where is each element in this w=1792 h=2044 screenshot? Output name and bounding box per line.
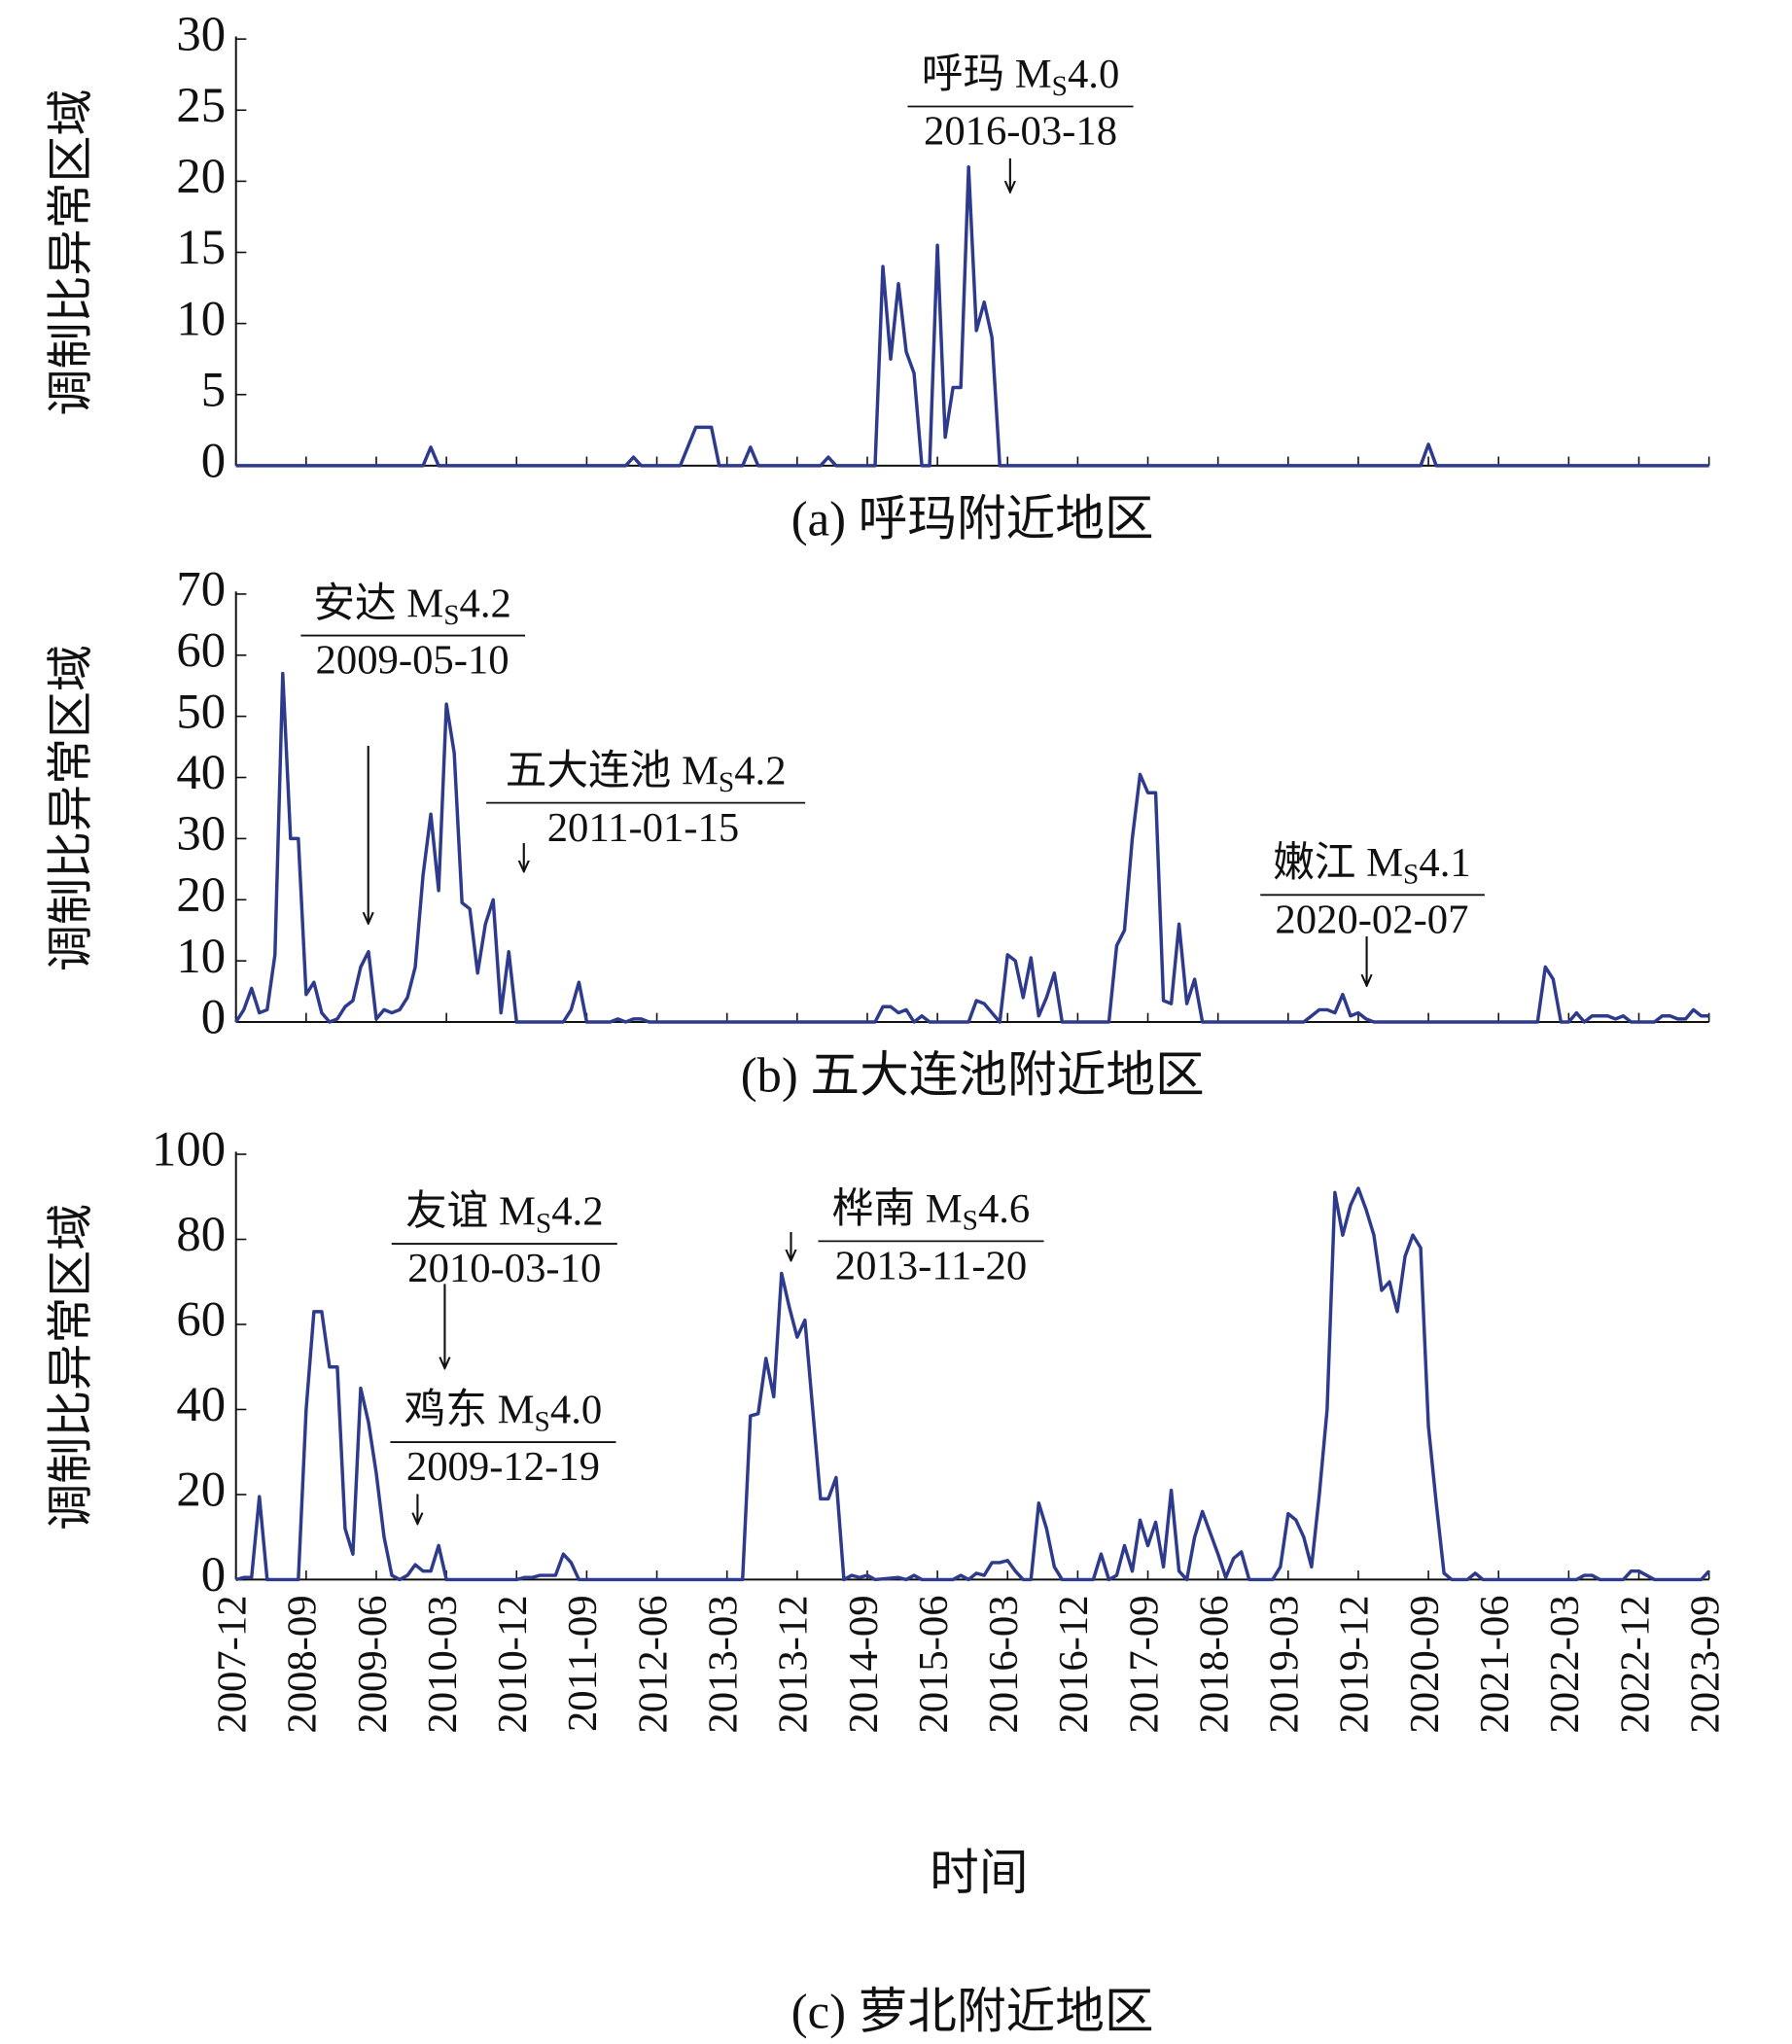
data-line bbox=[234, 671, 1709, 1024]
annotation-label: 安达 MS4.2 bbox=[313, 581, 511, 631]
y-axis-label: 调制比异常区域 bbox=[45, 89, 96, 416]
x-tick-label: 2023-09 bbox=[1682, 1595, 1728, 1733]
annotation-date: 2009-05-10 bbox=[316, 638, 509, 684]
annotation-label-part: 桦南 M bbox=[832, 1186, 963, 1232]
x-tick-label: 2010-12 bbox=[490, 1595, 536, 1733]
data-line bbox=[235, 165, 1709, 468]
annotation-label-part: 呼玛 M bbox=[922, 52, 1052, 97]
x-tick-label: 2007-12 bbox=[210, 1595, 256, 1733]
annotation-label-part: 鸡东 M bbox=[404, 1387, 535, 1433]
x-tick-label: 2016-12 bbox=[1051, 1595, 1097, 1733]
y-tick-label: 15 bbox=[176, 220, 226, 274]
annotation-date: 2009-12-19 bbox=[406, 1444, 600, 1490]
annotation-date: 2011-01-15 bbox=[547, 805, 739, 851]
y-axis-label: 调制比异常区域 bbox=[45, 1204, 96, 1531]
annotation-label-part: 五大连池 M bbox=[506, 748, 719, 793]
x-tick-label: 2021-06 bbox=[1472, 1595, 1518, 1733]
panel-caption: (b) 五大连池附近地区 bbox=[741, 1048, 1205, 1103]
x-tick-label: 2022-12 bbox=[1612, 1595, 1658, 1733]
annotation-date: 2010-03-10 bbox=[407, 1246, 601, 1291]
annotation-label: 鸡东 MS4.0 bbox=[404, 1387, 603, 1438]
x-tick-label: 2012-06 bbox=[630, 1595, 676, 1733]
y-tick-label: 60 bbox=[176, 1292, 226, 1347]
annotation-label-part: 安达 M bbox=[313, 581, 443, 626]
annotation-label-part: S bbox=[1403, 859, 1419, 890]
annotation-label-part: 4.1 bbox=[1419, 840, 1470, 886]
y-tick-label: 50 bbox=[176, 684, 226, 738]
annotation-date: 2013-11-20 bbox=[835, 1244, 1027, 1289]
annotation-label-part: 4.0 bbox=[550, 1388, 602, 1433]
y-tick-label: 20 bbox=[176, 1463, 226, 1517]
annotation-label-part: S bbox=[1052, 71, 1068, 102]
annotation-label: 友谊 MS4.2 bbox=[405, 1187, 604, 1239]
y-axis-label: 调制比异常区域 bbox=[45, 645, 96, 971]
annotation-date: 2020-02-07 bbox=[1275, 897, 1468, 942]
x-tick-label: 2016-03 bbox=[981, 1595, 1027, 1733]
y-tick-label: 0 bbox=[201, 434, 226, 488]
y-tick-label: 10 bbox=[176, 291, 226, 345]
annotation-label-part: 友谊 M bbox=[405, 1187, 536, 1234]
x-tick-label: 2013-03 bbox=[700, 1595, 746, 1733]
y-tick-label: 40 bbox=[176, 745, 226, 799]
annotation-label-part: S bbox=[443, 600, 459, 631]
x-tick-label: 2008-09 bbox=[280, 1595, 326, 1733]
annotation-label: 呼玛 MS4.0 bbox=[922, 52, 1120, 102]
x-tick-label: 2017-09 bbox=[1121, 1595, 1167, 1733]
x-tick-label: 2018-06 bbox=[1191, 1595, 1237, 1733]
y-tick-label: 70 bbox=[176, 562, 226, 617]
x-tick-label: 2015-06 bbox=[911, 1595, 957, 1733]
y-tick-label: 60 bbox=[176, 622, 226, 677]
y-tick-label: 30 bbox=[176, 806, 226, 861]
x-tick-label: 2011-09 bbox=[560, 1595, 606, 1732]
y-tick-label: 80 bbox=[176, 1207, 226, 1261]
panel-caption: (a) 呼玛附近地区 bbox=[791, 492, 1154, 546]
panel: 0 5 10 15 20 25 30 调制比异常区域 (a) 呼玛附近地区 bbox=[45, 7, 1710, 546]
x-tick-label: 2019-03 bbox=[1262, 1595, 1308, 1733]
annotation-label-part: 4.2 bbox=[551, 1188, 603, 1234]
annotation-label-part: 4.2 bbox=[460, 581, 511, 626]
y-tick-label: 30 bbox=[176, 7, 226, 61]
x-tick-label: 2019-12 bbox=[1332, 1595, 1378, 1733]
x-tick-label: 2022-03 bbox=[1542, 1595, 1588, 1733]
panel-caption: (c) 萝北附近地区 bbox=[791, 1984, 1154, 2038]
x-tick-label: 2010-03 bbox=[420, 1595, 466, 1733]
y-tick-label: 0 bbox=[201, 1547, 226, 1602]
annotation-label-part: 4.2 bbox=[734, 748, 786, 793]
annotation-label-part: 4.0 bbox=[1068, 52, 1119, 97]
annotation-label-part: S bbox=[536, 1208, 551, 1239]
data-line bbox=[235, 1186, 1710, 1582]
y-tick-label: 5 bbox=[201, 362, 226, 416]
x-tick-label: 2009-06 bbox=[350, 1595, 396, 1733]
annotation-label: 桦南 MS4.6 bbox=[832, 1186, 1031, 1237]
y-tick-label: 10 bbox=[176, 929, 226, 983]
annotation-label-part: S bbox=[719, 767, 734, 798]
y-tick-label: 25 bbox=[176, 78, 226, 132]
annotation-label-part: S bbox=[535, 1406, 550, 1437]
y-tick-label: 0 bbox=[201, 990, 226, 1044]
y-tick-label: 40 bbox=[176, 1377, 226, 1431]
annotation-label-part: S bbox=[963, 1205, 978, 1236]
panel: 0 20 40 60 80 100 2007-12 2008-09 2009-06 2010-03… bbox=[45, 1122, 1728, 2039]
annotation-label-part: 4.6 bbox=[978, 1186, 1030, 1232]
y-tick-label: 100 bbox=[152, 1122, 226, 1177]
annotation-label-part: 嫩江 M bbox=[1273, 840, 1403, 886]
x-tick-label: 2020-09 bbox=[1402, 1595, 1448, 1733]
y-tick-label: 20 bbox=[176, 149, 226, 203]
annotation-label: 嫩江 MS4.1 bbox=[1273, 840, 1471, 891]
y-tick-label: 20 bbox=[176, 867, 226, 922]
x-axis-label: 时间 bbox=[930, 1846, 1028, 1900]
annotation-label: 五大连池 MS4.2 bbox=[506, 748, 787, 798]
x-tick-label: 2014-09 bbox=[841, 1595, 887, 1733]
annotation-date: 2016-03-18 bbox=[924, 109, 1117, 155]
x-tick-label: 2013-12 bbox=[771, 1595, 817, 1733]
